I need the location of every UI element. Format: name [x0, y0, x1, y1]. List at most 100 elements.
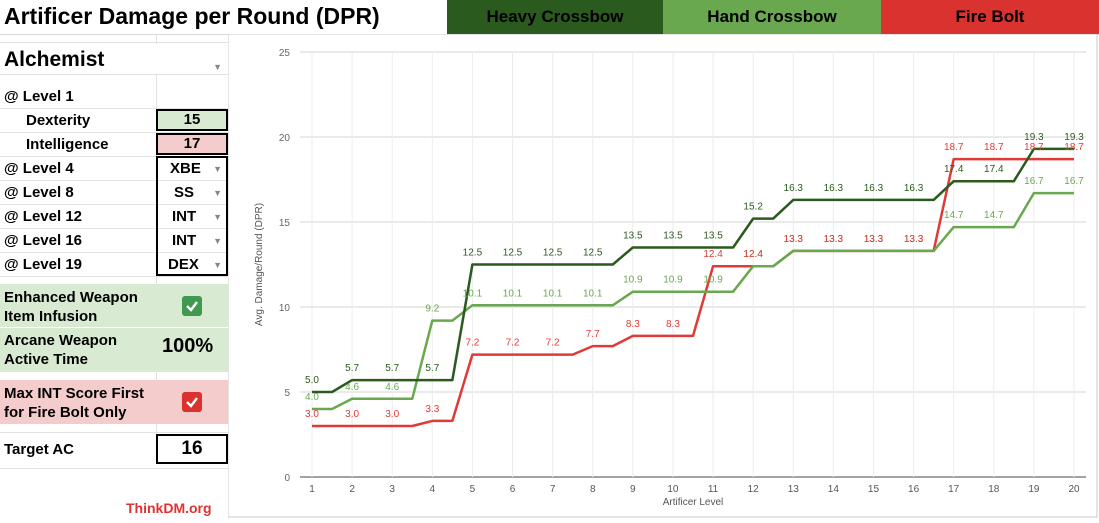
level16-dropdown[interactable]: INT ▼ — [156, 230, 228, 252]
chevron-down-icon: ▼ — [213, 188, 222, 198]
x-tick-label: 5 — [470, 484, 476, 495]
data-label: 10.9 — [623, 275, 643, 286]
level8-label: @ Level 8 — [4, 184, 74, 201]
subclass-value: Alchemist — [4, 48, 105, 71]
x-tick-label: 4 — [430, 484, 436, 495]
data-label: 5.7 — [385, 363, 399, 374]
y-tick-label: 10 — [279, 303, 291, 314]
data-label: 13.3 — [784, 234, 804, 245]
level16-value: INT — [172, 232, 197, 249]
subclass-dropdown[interactable]: Alchemist ▼ — [0, 44, 228, 74]
data-label: 13.3 — [864, 234, 884, 245]
data-label: 8.3 — [666, 319, 680, 330]
y-tick-label: 0 — [284, 473, 290, 484]
title-bar: Artificer Damage per Round (DPR) Heavy C… — [0, 0, 1099, 35]
data-label: 10.1 — [503, 288, 523, 299]
max-int-label: Max INT Score First for Fire Bolt Only — [4, 385, 145, 421]
data-label: 17.4 — [984, 164, 1004, 175]
intelligence-input[interactable]: 17 — [156, 133, 228, 155]
level19-dropdown[interactable]: DEX ▼ — [156, 254, 228, 276]
level19-label: @ Level 19 — [4, 256, 83, 273]
dexterity-input[interactable]: 15 — [156, 109, 228, 131]
level-choices-box — [156, 156, 228, 276]
arcane-weapon-value[interactable]: 100% — [162, 335, 214, 357]
chevron-down-icon: ▼ — [213, 260, 222, 270]
x-tick-label: 2 — [349, 484, 355, 495]
data-label: 3.0 — [345, 409, 359, 420]
check-icon — [186, 397, 198, 408]
series-line-fire-bolt — [312, 157, 1074, 428]
data-label: 18.7 — [944, 142, 964, 153]
x-tick-label: 8 — [590, 484, 596, 495]
data-label: 12.4 — [703, 249, 723, 260]
chart-title: Artificer Damage per Round (DPR) — [4, 3, 380, 29]
level12-dropdown[interactable]: INT ▼ — [156, 206, 228, 228]
series-line-hand-crossbow — [312, 191, 1074, 411]
dpr-chart: 0 5 10 15 20 25 1 2 3 4 5 6 7 8 9 10 11 12 13 14 15 16 17 18 19 2… — [227, 33, 1098, 518]
data-label: 16.3 — [824, 183, 844, 194]
data-label: 5.7 — [345, 363, 359, 374]
level4-label: @ Level 4 — [4, 160, 74, 177]
data-label: 13.3 — [784, 234, 804, 245]
data-label: 10.9 — [703, 275, 723, 286]
data-label: 8.3 — [626, 319, 640, 330]
data-label: 7.2 — [546, 338, 560, 349]
x-axis-title: Artificer Level — [663, 497, 724, 508]
x-tick-label: 12 — [748, 484, 760, 495]
data-label: 7.2 — [465, 338, 479, 349]
data-label: 13.5 — [623, 231, 643, 242]
level8-dropdown[interactable]: SS ▼ — [156, 182, 228, 204]
data-label: 4.0 — [305, 392, 319, 403]
data-label: 13.5 — [703, 231, 723, 242]
max-int-checkbox[interactable] — [182, 392, 202, 412]
data-label: 7.7 — [586, 329, 600, 340]
data-label: 4.6 — [385, 382, 399, 393]
x-tick-label: 1 — [309, 484, 315, 495]
data-label: 18.7 — [1024, 142, 1044, 153]
x-tick-label: 14 — [828, 484, 840, 495]
settings-panel: Alchemist ▼ @ Level 1 Dexterity 15 Intel… — [0, 34, 228, 519]
y-tick-label: 15 — [279, 218, 291, 229]
level12-value: INT — [172, 208, 197, 225]
y-axis-title: Avg. Damage/Round (DPR) — [254, 203, 265, 326]
data-label: 12.5 — [503, 248, 523, 259]
legend-hand-crossbow: Hand Crossbow — [663, 0, 881, 34]
enhanced-weapon-checkbox[interactable] — [182, 296, 202, 316]
x-tick-label: 18 — [988, 484, 1000, 495]
chevron-down-icon: ▼ — [213, 164, 222, 174]
level1-label: @ Level 1 — [4, 88, 74, 105]
dexterity-label: Dexterity — [26, 112, 91, 129]
data-label: 5.7 — [425, 363, 439, 374]
target-ac-input[interactable]: 16 — [156, 434, 228, 464]
level19-value: DEX — [168, 256, 199, 273]
data-label: 3.0 — [305, 409, 319, 420]
x-tick-label: 11 — [708, 484, 719, 495]
data-label: 10.1 — [583, 288, 603, 299]
data-label: 4.6 — [345, 382, 359, 393]
data-label: 13.3 — [824, 234, 844, 245]
data-label: 16.3 — [904, 183, 924, 194]
data-label: 3.3 — [425, 404, 439, 415]
data-label: 9.2 — [425, 304, 439, 315]
data-label: 12.4 — [743, 249, 763, 260]
data-label: 16.7 — [1064, 176, 1084, 187]
data-label: 19.3 — [1064, 132, 1084, 143]
x-tick-label: 16 — [908, 484, 920, 495]
data-label: 10.1 — [463, 288, 483, 299]
check-icon — [186, 301, 198, 312]
level4-dropdown[interactable]: XBE ▼ — [156, 158, 228, 180]
level16-label: @ Level 16 — [4, 232, 83, 249]
data-label: 18.7 — [1064, 142, 1084, 153]
x-tick-label: 9 — [630, 484, 636, 495]
x-tick-label: 19 — [1028, 484, 1040, 495]
level4-value: XBE — [170, 160, 201, 177]
data-label: 16.7 — [1024, 176, 1044, 187]
brand-label: ThinkDM.org — [126, 500, 212, 516]
data-label: 12.5 — [583, 248, 603, 259]
data-label: 13.5 — [663, 231, 683, 242]
data-label: 16.3 — [784, 183, 804, 194]
data-label: 14.7 — [984, 210, 1004, 221]
data-label: 16.3 — [864, 183, 884, 194]
enhanced-weapon-label: Enhanced Weapon Item Infusion — [4, 289, 138, 325]
